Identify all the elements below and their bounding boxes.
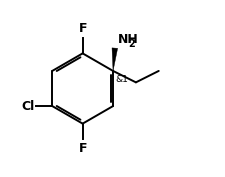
Text: F: F <box>78 22 87 35</box>
Text: NH: NH <box>118 33 139 46</box>
Text: F: F <box>78 142 87 155</box>
Polygon shape <box>112 48 118 71</box>
Text: 2: 2 <box>128 39 135 49</box>
Text: &1: &1 <box>115 75 128 84</box>
Text: Cl: Cl <box>22 99 35 113</box>
